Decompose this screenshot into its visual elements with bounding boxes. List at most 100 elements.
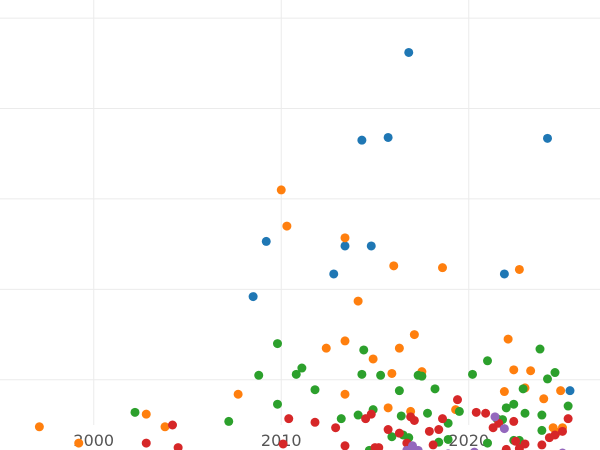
scatter-point xyxy=(389,261,399,271)
scatter-point xyxy=(394,343,404,353)
scatter-point xyxy=(424,426,434,436)
scatter-point xyxy=(387,432,397,442)
scatter-point xyxy=(310,417,320,427)
scatter-point xyxy=(539,394,549,404)
scatter-point xyxy=(366,241,376,251)
scatter-point xyxy=(141,409,151,419)
scatter-point xyxy=(483,356,492,366)
scatter-point xyxy=(254,370,264,380)
scatter-point xyxy=(340,233,350,243)
scatter-point xyxy=(394,428,404,438)
scatter-point xyxy=(383,132,393,142)
scatter-point xyxy=(417,371,427,381)
scatter-point xyxy=(409,415,419,425)
scatter-point xyxy=(329,269,339,279)
scatter-point xyxy=(224,416,234,426)
scatter-point xyxy=(514,264,524,274)
x-tick-label: 2020 xyxy=(448,431,489,450)
scatter-point xyxy=(438,263,447,273)
scatter-point xyxy=(130,407,140,417)
scatter-point xyxy=(537,440,547,450)
scatter-point xyxy=(471,407,481,417)
scatter-point xyxy=(558,426,567,436)
scatter-point xyxy=(501,403,511,413)
scatter-point xyxy=(511,436,521,446)
scatter-point xyxy=(490,412,500,422)
scatter-point xyxy=(499,269,509,279)
scatter-point xyxy=(340,389,350,399)
scatter-point xyxy=(537,410,547,420)
scatter-point xyxy=(387,368,397,378)
scatter-point xyxy=(396,411,406,421)
scatter-point xyxy=(543,374,552,384)
scatter-point xyxy=(520,408,530,418)
scatter-point xyxy=(261,236,271,246)
scatter-point xyxy=(74,438,84,448)
scatter-point xyxy=(468,369,477,379)
scatter-point xyxy=(284,414,294,424)
scatter-point xyxy=(413,445,423,450)
scatter-point xyxy=(453,395,462,405)
scatter-point xyxy=(563,414,573,424)
gridlines xyxy=(0,0,600,425)
scatter-point xyxy=(376,370,386,380)
scatter-point xyxy=(276,185,286,195)
scatter-point xyxy=(443,434,453,444)
scatter-point xyxy=(233,389,243,399)
scatter-point xyxy=(509,365,519,375)
scatter-point xyxy=(366,409,376,419)
scatter-point xyxy=(297,363,307,373)
scatter-point xyxy=(141,438,151,448)
scatter-point xyxy=(353,410,363,420)
scatter-point xyxy=(374,443,384,450)
scatter-point xyxy=(383,425,393,435)
scatter-point xyxy=(563,401,573,411)
scatter-point xyxy=(518,384,528,394)
scatter-point xyxy=(336,414,346,424)
scatter-point xyxy=(520,439,530,449)
scatter-point xyxy=(483,438,492,448)
scatter-point xyxy=(359,345,369,355)
scatter-point xyxy=(509,416,519,426)
scatter-point xyxy=(535,344,545,354)
scatter-point xyxy=(357,135,367,145)
scatter-point xyxy=(291,369,301,379)
scatter-point xyxy=(550,430,560,440)
scatter-point xyxy=(340,336,350,346)
scatter-point xyxy=(357,369,367,379)
scatter-point xyxy=(537,425,547,435)
scatter-point xyxy=(409,330,419,340)
scatter-point xyxy=(470,447,479,450)
scatter-point xyxy=(282,221,292,231)
scatter-point xyxy=(481,408,491,418)
scatter-point xyxy=(278,439,288,449)
scatter-point xyxy=(430,384,440,394)
scatter-point xyxy=(550,368,560,378)
scatter-point xyxy=(168,420,177,430)
scatter-point xyxy=(340,441,350,450)
scatter-point xyxy=(273,399,282,409)
scatter-point xyxy=(434,425,444,435)
scatter-point xyxy=(310,385,320,395)
scatter-point xyxy=(499,387,509,397)
scatter-point xyxy=(273,339,282,349)
scatter-point xyxy=(394,386,404,396)
scatter-point xyxy=(565,386,575,396)
scatter-point xyxy=(353,296,363,306)
scatter-point xyxy=(340,241,350,251)
scatter-point xyxy=(509,399,519,409)
scatter-point xyxy=(404,47,414,57)
scatter-point xyxy=(160,422,170,432)
scatter-point xyxy=(321,343,331,353)
scatter-point xyxy=(331,423,341,433)
scatter-point xyxy=(438,414,447,424)
scatter-point xyxy=(173,443,183,450)
scatter-point xyxy=(368,354,378,364)
scatter-point xyxy=(543,133,552,143)
scatter-point xyxy=(556,386,566,396)
scatter-point xyxy=(423,408,432,418)
x-tick-label: 2000 xyxy=(73,431,114,450)
scatter-point xyxy=(526,366,536,376)
